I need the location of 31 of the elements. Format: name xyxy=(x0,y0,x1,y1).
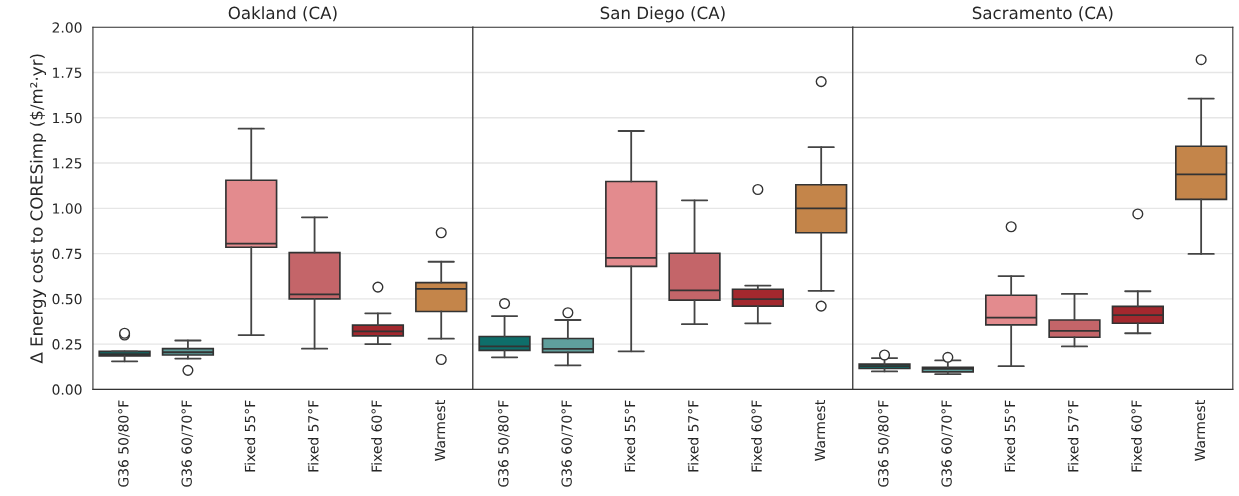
x-tick-label: G36 50/80°F xyxy=(498,400,510,487)
y-tick-label: 0.50 xyxy=(52,293,82,305)
chart-title: Oakland (CA) xyxy=(228,6,337,22)
x-tick-label: Warmest xyxy=(434,400,446,461)
x-tick-label: Warmest xyxy=(814,400,826,461)
y-tick-label: 0.75 xyxy=(52,248,82,260)
x-tick-label: Fixed 57°F xyxy=(307,400,319,472)
y-tick-label: 1.00 xyxy=(53,203,82,214)
x-tick-label: Warmest xyxy=(1194,400,1206,461)
x-tick-label: Fixed 60°F xyxy=(371,400,382,472)
x-tick-label: G36 50/80°F xyxy=(878,400,890,487)
x-tick-label: Fixed 55°F xyxy=(244,400,256,472)
x-tick-label: Fixed 55°F xyxy=(1004,400,1016,472)
x-tick-label: Fixed 60°F xyxy=(1131,400,1142,472)
y-tick-label: 0.25 xyxy=(52,339,82,350)
y-tick-label: 0.00 xyxy=(52,384,82,395)
y-tick-label: 1.75 xyxy=(53,67,82,79)
y-axis-title: Δ Energy cost to CORESimp ($/m²·yr) xyxy=(29,54,47,364)
x-tick-label: G36 60/70°F xyxy=(941,400,953,487)
x-tick-label: Fixed 57°F xyxy=(687,400,699,472)
y-tick-label: 2.00 xyxy=(52,22,82,33)
x-tick-label: G36 60/70°F xyxy=(561,400,573,487)
x-tick-label: Fixed 55°F xyxy=(624,400,636,472)
x-tick-label: Fixed 60°F xyxy=(751,400,762,472)
x-tick-label: Fixed 57°F xyxy=(1067,400,1079,472)
chart-title: Sacramento (CA) xyxy=(972,6,1113,22)
y-tick-label: 1.25 xyxy=(53,158,82,169)
chart-title: San Diego (CA) xyxy=(600,6,725,23)
x-tick-label: G36 60/70°F xyxy=(181,400,194,487)
y-tick-label: 1.50 xyxy=(53,112,82,124)
x-tick-label: G36 50/80°F xyxy=(118,400,130,487)
